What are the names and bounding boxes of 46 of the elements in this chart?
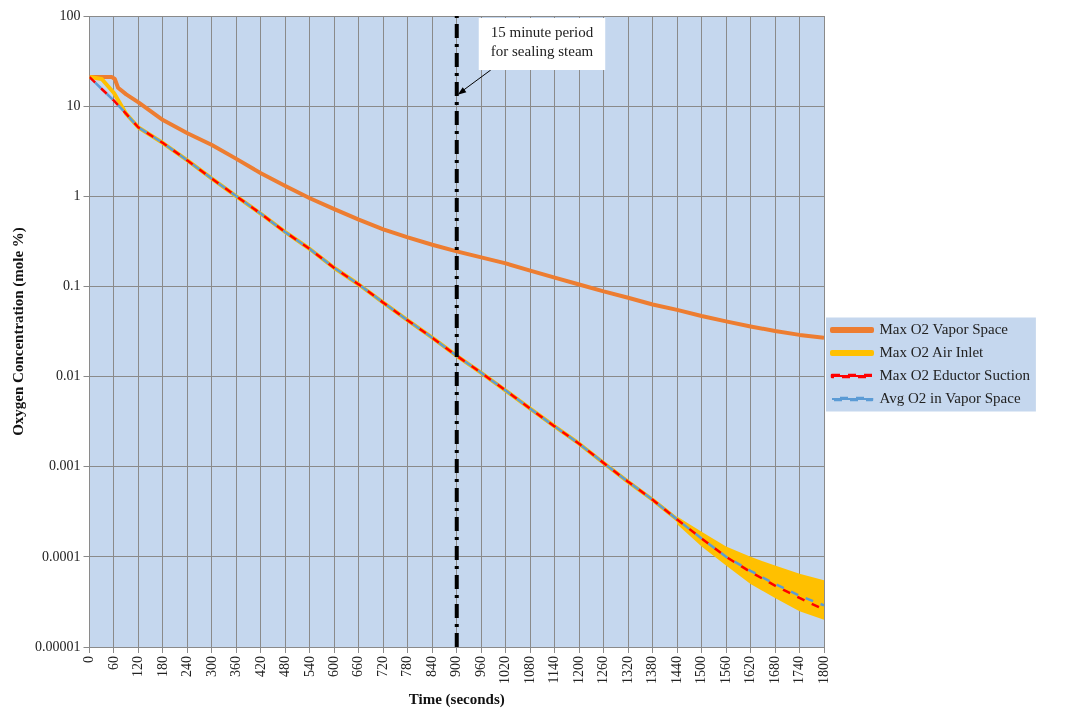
x-tick-label: 0 — [81, 656, 97, 663]
x-tick-label: 840 — [423, 656, 439, 677]
x-tick-label: 1080 — [521, 656, 537, 684]
x-tick-label: 1320 — [619, 656, 635, 684]
x-tick-label: 1740 — [791, 656, 807, 684]
x-tick-label: 1440 — [668, 656, 684, 684]
x-tick-label: 240 — [179, 656, 195, 677]
x-tick-label: 300 — [203, 656, 219, 677]
x-tick-label: 180 — [154, 656, 170, 677]
legend-label: Max O2 Air Inlet — [879, 343, 985, 360]
x-tick-label: 1680 — [766, 656, 782, 684]
x-tick-label: 1140 — [546, 656, 562, 684]
x-tick-label: 1020 — [497, 656, 513, 684]
annotation: 15 minute period for sealing steam — [490, 24, 594, 60]
y-tick-label: 0.1 — [63, 278, 81, 294]
x-tick-label: 1500 — [693, 656, 709, 684]
y-tick-label: 0.001 — [49, 458, 81, 474]
x-tick-label: 1560 — [717, 656, 733, 684]
y-tick-label: 0.01 — [56, 368, 81, 384]
y-tick-label: 100 — [59, 7, 81, 23]
legend-label: Max O2 Eductor Suction — [879, 366, 1031, 383]
x-tick-label: 900 — [448, 656, 464, 677]
x-tick-label: 1380 — [644, 656, 660, 684]
y-tick-label: 1 — [73, 187, 81, 203]
x-tick-label: 600 — [326, 656, 342, 677]
y-tick-label: 0.0001 — [42, 548, 81, 564]
x-tick-label: 780 — [399, 656, 415, 677]
x-tick-label: 1800 — [815, 656, 831, 684]
y-axis-title: Oxygen Concentration (mole %) — [9, 227, 27, 436]
x-tick-label: 540 — [301, 656, 317, 677]
legend-label: Max O2 Vapor Space — [879, 320, 1009, 337]
y-tick-label: 10 — [66, 97, 81, 113]
x-tick-label: 420 — [252, 656, 268, 677]
x-tick-label: 960 — [472, 656, 488, 677]
x-tick-label: 360 — [228, 656, 244, 677]
x-axis-title: Time (seconds) — [408, 690, 505, 708]
x-tick-label: 660 — [350, 656, 366, 677]
x-tick-label: 1620 — [742, 656, 758, 684]
x-tick-label: 720 — [374, 656, 390, 677]
x-tick-label: 1260 — [595, 656, 611, 684]
x-tick-label: 480 — [277, 656, 293, 677]
legend-label: Avg O2 in Vapor Space — [879, 389, 1021, 406]
x-tick-label: 60 — [105, 656, 121, 670]
y-tick-label: 0.00001 — [35, 638, 81, 654]
x-tick-label: 120 — [130, 656, 146, 677]
x-tick-label: 1200 — [570, 656, 586, 684]
